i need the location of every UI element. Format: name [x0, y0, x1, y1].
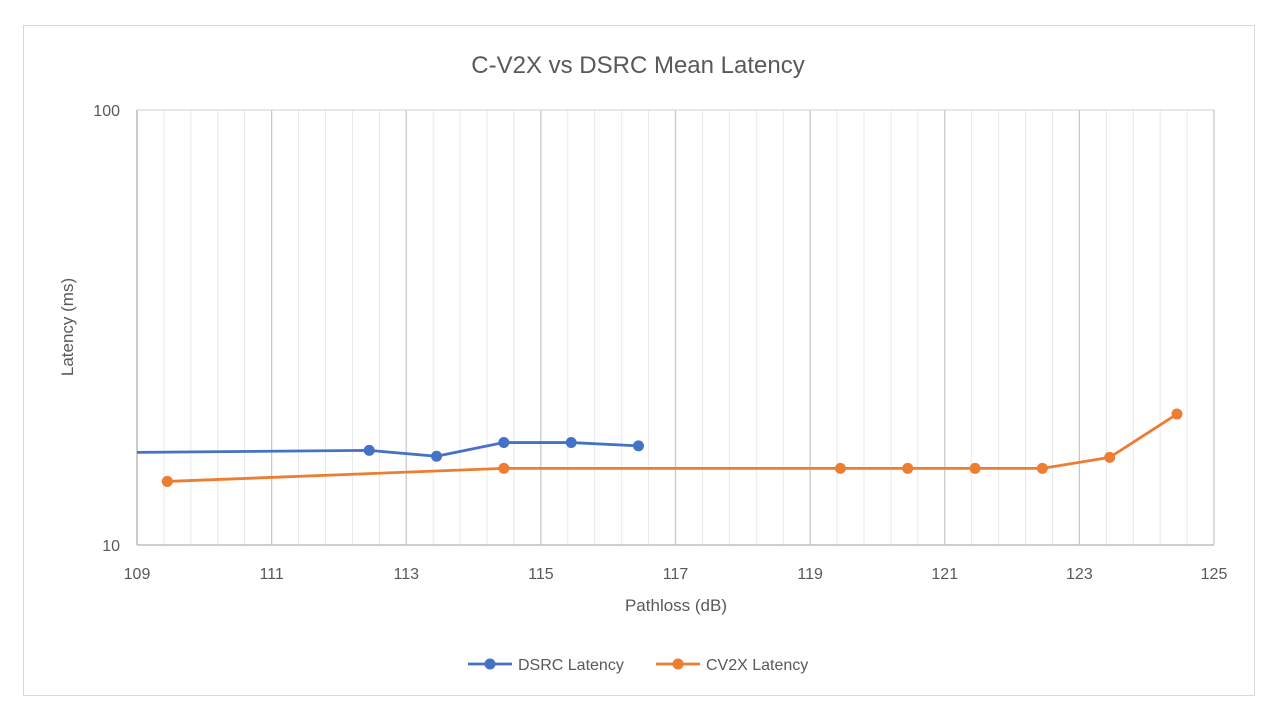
- chart-frame: [23, 25, 1255, 696]
- data-point: [498, 462, 510, 474]
- x-tick-label: 123: [1066, 566, 1093, 583]
- data-point: [969, 462, 981, 474]
- legend-marker: [672, 658, 684, 670]
- y-tick-label: 100: [93, 103, 120, 120]
- legend-label: DSRC Latency: [518, 657, 624, 674]
- x-tick-label: 113: [393, 566, 419, 583]
- data-point: [431, 450, 443, 462]
- legend-label: CV2X Latency: [706, 657, 808, 674]
- data-point: [498, 437, 510, 449]
- series-line-cv2x: [167, 412, 1178, 483]
- x-tick-label: 115: [528, 566, 554, 583]
- series-line-dsrc: [137, 441, 639, 458]
- data-point: [902, 462, 914, 474]
- data-point: [161, 475, 173, 487]
- x-tick-label: 121: [931, 566, 958, 583]
- data-point: [1171, 408, 1183, 420]
- x-tick-label: 125: [1201, 566, 1228, 583]
- x-tick-label: 111: [259, 566, 283, 583]
- x-tick-label: 117: [663, 566, 689, 583]
- data-point: [363, 444, 375, 456]
- x-tick-label: 119: [797, 566, 823, 583]
- legend-marker: [484, 658, 496, 670]
- chart-title: C-V2X vs DSRC Mean Latency: [471, 52, 804, 79]
- x-axis-label: Pathloss (dB): [625, 596, 727, 615]
- x-tick-label: 109: [124, 566, 151, 583]
- y-tick-label: 10: [102, 538, 120, 555]
- data-point: [632, 440, 644, 452]
- data-point: [1104, 451, 1116, 463]
- data-point: [565, 437, 577, 449]
- data-point: [1036, 462, 1048, 474]
- data-point: [834, 462, 846, 474]
- y-axis-label: Latency (ms): [58, 278, 77, 376]
